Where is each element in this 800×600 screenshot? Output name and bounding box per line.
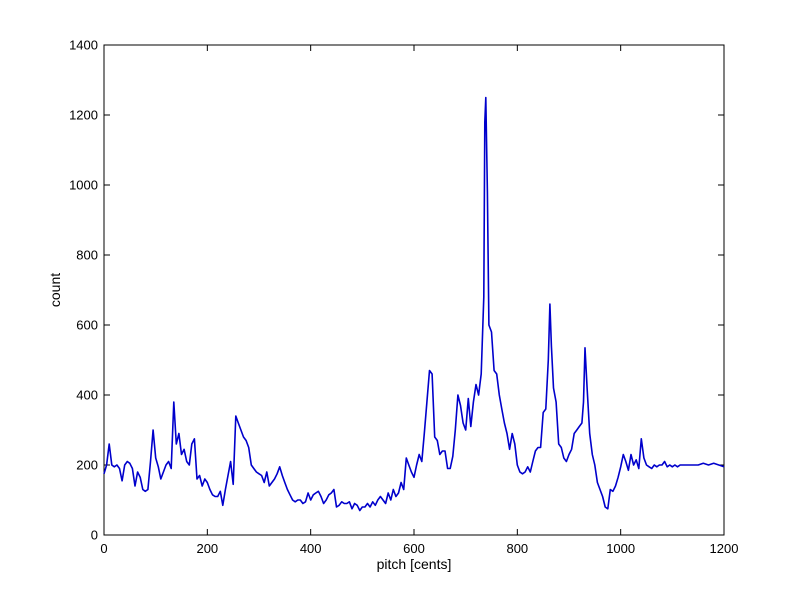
y-tick-label: 600 [76,318,98,333]
y-tick-label: 1400 [69,38,98,53]
x-tick-label: 600 [403,541,425,556]
x-tick-label: 200 [196,541,218,556]
y-tick-label: 0 [91,528,98,543]
x-tick-label: 800 [506,541,528,556]
plot-area [103,44,725,536]
y-tick-label: 1000 [69,178,98,193]
axis-tick-labels: 0 200 400 600 800 1000 1200 0 200 400 600 800 1000 12… [69,38,738,557]
x-tick-label: 1000 [606,541,635,556]
x-tick-label: 400 [300,541,322,556]
x-tick-label: 1200 [710,541,739,556]
x-axis-label: pitch [cents] [377,556,452,572]
y-axis-label: count [47,273,63,307]
x-tick-label: 0 [100,541,107,556]
y-tick-label: 200 [76,458,98,473]
y-tick-label: 800 [76,248,98,263]
y-tick-label: 400 [76,388,98,403]
series-line [103,96,725,512]
y-tick-label: 1200 [69,108,98,123]
